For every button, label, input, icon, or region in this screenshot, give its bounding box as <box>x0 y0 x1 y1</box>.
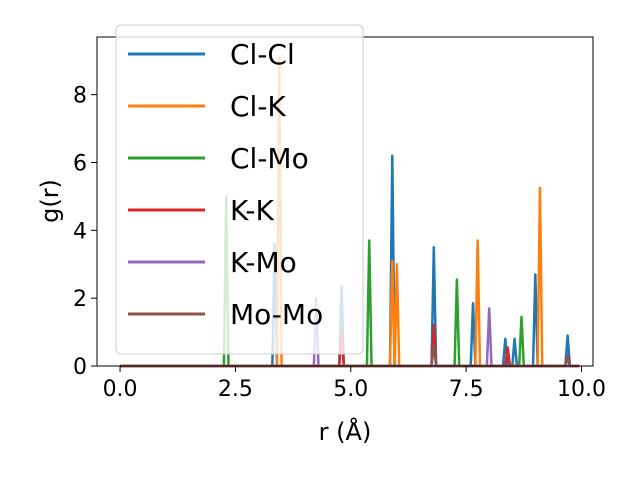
legend-label-k-mo: K-Mo <box>230 246 297 279</box>
legend-label-cl-k: Cl-K <box>230 90 286 123</box>
legend-label-mo-mo: Mo-Mo <box>230 298 323 331</box>
x-tick-label: 7.5 <box>449 377 484 402</box>
x-tick-label: 0.0 <box>103 377 138 402</box>
y-tick-label: 0 <box>73 355 87 380</box>
x-tick-label: 5.0 <box>333 377 368 402</box>
y-tick-label: 8 <box>73 84 87 109</box>
x-tick-label: 2.5 <box>218 377 253 402</box>
y-axis-label: g(r) <box>36 179 64 223</box>
y-tick-label: 4 <box>73 219 87 244</box>
legend-label-cl-mo: Cl-Mo <box>230 142 309 175</box>
y-tick-label: 2 <box>73 287 87 312</box>
x-axis-label: r (Å) <box>319 417 372 446</box>
x-tick-label: 10.0 <box>557 377 606 402</box>
legend: Cl-Cl Cl-K Cl-Mo K-K K-Mo Mo-Mo <box>115 24 364 355</box>
y-ticks: 0 2 4 6 8 <box>73 84 97 380</box>
y-tick-label: 6 <box>73 151 87 176</box>
legend-label-k-k: K-K <box>230 194 275 227</box>
x-ticks: 0.0 2.5 5.0 7.5 10.0 <box>103 366 606 402</box>
legend-label-cl-cl: Cl-Cl <box>230 38 295 71</box>
